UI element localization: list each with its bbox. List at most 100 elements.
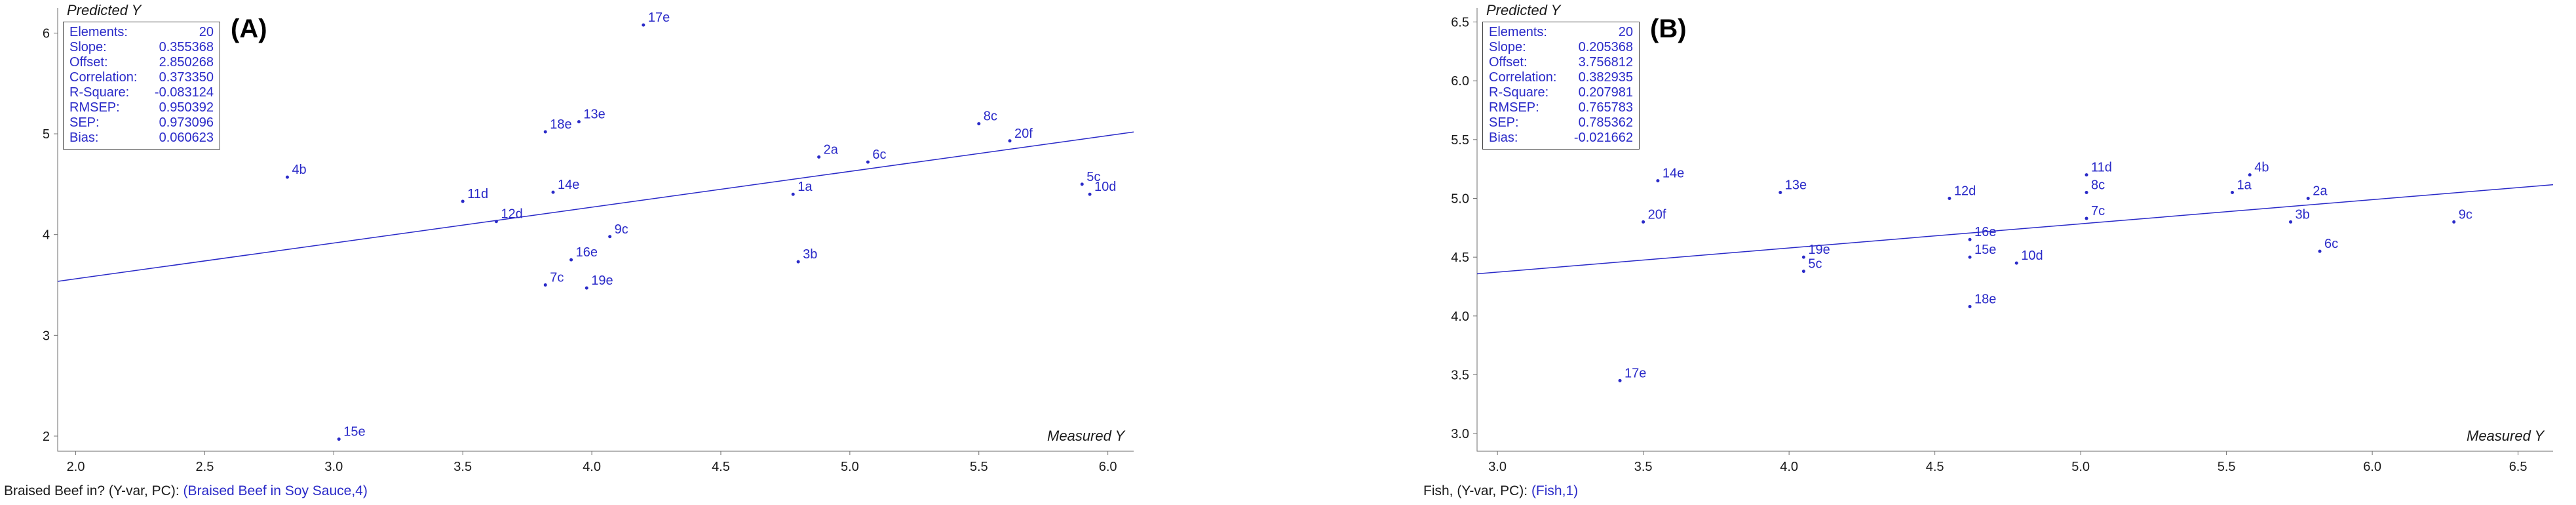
y-axis-tick-label: 6.5 (1451, 16, 1469, 30)
x-axis-tick-label: 3.0 (324, 460, 343, 474)
regression-line (1476, 184, 2554, 275)
stat-row: SEP: 0.785362 (1489, 115, 1633, 131)
data-point-label: 19e (1808, 243, 1830, 257)
data-point (1008, 139, 1012, 143)
data-point-label: 19e (591, 273, 613, 288)
data-point-label: 17e (648, 10, 670, 25)
stat-value: -0.083124 (154, 85, 214, 100)
scatter-plot-b: 3.0 3.5 4.0 4.5 5.0 5.5 6.0 6.5 3.0 3.5 4.0 4.5 5.0 5… (1451, 8, 2554, 474)
data-point-label: 5c (1086, 170, 1100, 184)
x-axis-tick-label: 3.5 (453, 460, 472, 474)
stat-label: Slope: (69, 40, 107, 54)
data-point-label: 16e (576, 245, 598, 260)
data-point (866, 160, 870, 164)
chart-panel-b: 3.0 3.5 4.0 4.5 5.0 5.5 6.0 6.5 3.0 3.5 4.0 4.5 5.0 5… (1419, 0, 2576, 505)
y-axis-tick-label: 4.0 (1451, 310, 1469, 324)
stat-row: Slope: 0.205368 (1489, 40, 1633, 55)
x-axis-tick-label: 4.5 (712, 460, 730, 474)
x-axis-tick-label: 4.5 (1926, 460, 1944, 474)
y-axis-tick-label: 6.0 (1451, 74, 1469, 89)
data-point-label: 10d (2021, 249, 2043, 263)
data-point-label: 6c (872, 148, 886, 162)
data-point (817, 155, 821, 159)
stat-value: 0.205368 (1578, 40, 1633, 54)
data-point-label: 14e (558, 178, 579, 192)
data-point (1080, 182, 1084, 186)
stat-label: RMSEP: (69, 100, 120, 115)
stat-label: R-Square: (1489, 85, 1549, 100)
stat-value: 0.060623 (159, 131, 214, 145)
stat-row: Correlation: 0.382935 (1489, 70, 1633, 85)
x-axis-title: Measured Y (2467, 428, 2545, 444)
data-point (1968, 255, 1972, 259)
stat-label: R-Square: (69, 85, 130, 100)
data-point (2085, 173, 2088, 177)
data-point (337, 437, 341, 441)
x-axis-tick-label: 3.0 (1488, 460, 1507, 474)
data-point (494, 220, 498, 224)
plot-footer: Braised Beef in? (Y-var, PC): (Braised B… (4, 483, 368, 499)
data-point-label: 7c (550, 271, 564, 285)
stat-row: Offset: 3.756812 (1489, 55, 1633, 70)
stat-label: Slope: (1489, 40, 1526, 54)
stat-value: 2.850268 (159, 55, 214, 70)
footer-link[interactable]: (Fish,1) (1531, 483, 1579, 498)
data-point (2306, 196, 2310, 200)
data-point-label: 11d (467, 187, 488, 201)
stat-label: Bias: (1489, 131, 1518, 145)
data-point-label: 15e (1974, 243, 1996, 257)
footer-link[interactable]: (Braised Beef in Soy Sauce,4) (183, 483, 368, 498)
y-axis-tick-label: 5.0 (1451, 192, 1469, 206)
plot-footer: Fish, (Y-var, PC): (Fish,1) (1423, 483, 1578, 499)
data-point (796, 260, 800, 264)
x-axis-tick-label: 5.5 (970, 460, 988, 474)
data-point (977, 122, 981, 126)
data-point (1801, 255, 1805, 259)
data-point (2318, 249, 2322, 253)
data-point-label: 6c (2324, 237, 2338, 251)
y-axis-tick-label: 4 (43, 228, 50, 243)
data-point (543, 130, 547, 134)
data-point-label: 13e (583, 108, 605, 122)
stat-row: R-Square: 0.207981 (1489, 85, 1633, 100)
data-point (1088, 192, 1092, 196)
x-axis-tick-label: 4.0 (583, 460, 601, 474)
data-point (608, 235, 612, 239)
data-point-label: 15e (343, 425, 365, 439)
x-axis-tick-label: 5.0 (2071, 460, 2090, 474)
x-axis-tick-label: 5.0 (841, 460, 859, 474)
x-axis-tick-label: 6.5 (2509, 460, 2528, 474)
stat-value: 0.973096 (159, 115, 214, 130)
footer-text: Fish, (Y-var, PC): (1423, 483, 1531, 498)
y-axis-title: Predicted Y (67, 2, 142, 18)
y-axis-tick-label: 3.5 (1451, 368, 1469, 382)
stat-row: Correlation: 0.373350 (69, 70, 214, 85)
data-point-label: 11d (2091, 161, 2112, 175)
y-axis-tick-label: 5 (43, 127, 50, 142)
stat-value: 20 (199, 25, 214, 39)
stat-value: 0.785362 (1578, 115, 1633, 130)
x-axis-tick-label: 3.5 (1634, 460, 1653, 474)
x-axis-tick-label: 6.0 (2363, 460, 2381, 474)
y-axis-title: Predicted Y (1486, 2, 1561, 18)
data-point (551, 190, 555, 194)
data-point (1801, 270, 1805, 273)
stat-value: -0.021662 (1573, 131, 1633, 145)
data-point-label: 2a (2313, 184, 2328, 198)
y-axis-tick-label: 4.5 (1451, 251, 1469, 265)
data-point-label: 20f (1648, 207, 1666, 222)
stat-row: Bias: -0.021662 (1489, 131, 1633, 146)
stat-row: SEP: 0.973096 (69, 115, 214, 131)
data-point-label: 16e (1974, 225, 1996, 239)
data-point (569, 258, 573, 262)
data-point-label: 7c (2091, 204, 2105, 218)
stat-label: Offset: (69, 55, 108, 70)
data-point (1642, 220, 1645, 224)
data-point-label: 1a (798, 180, 813, 194)
data-point-label: 2a (824, 142, 839, 157)
data-point (2014, 261, 2018, 265)
data-point-label: 9c (615, 222, 628, 237)
x-axis-tick-label: 6.0 (1099, 460, 1117, 474)
data-point-label: 4b (292, 163, 306, 177)
